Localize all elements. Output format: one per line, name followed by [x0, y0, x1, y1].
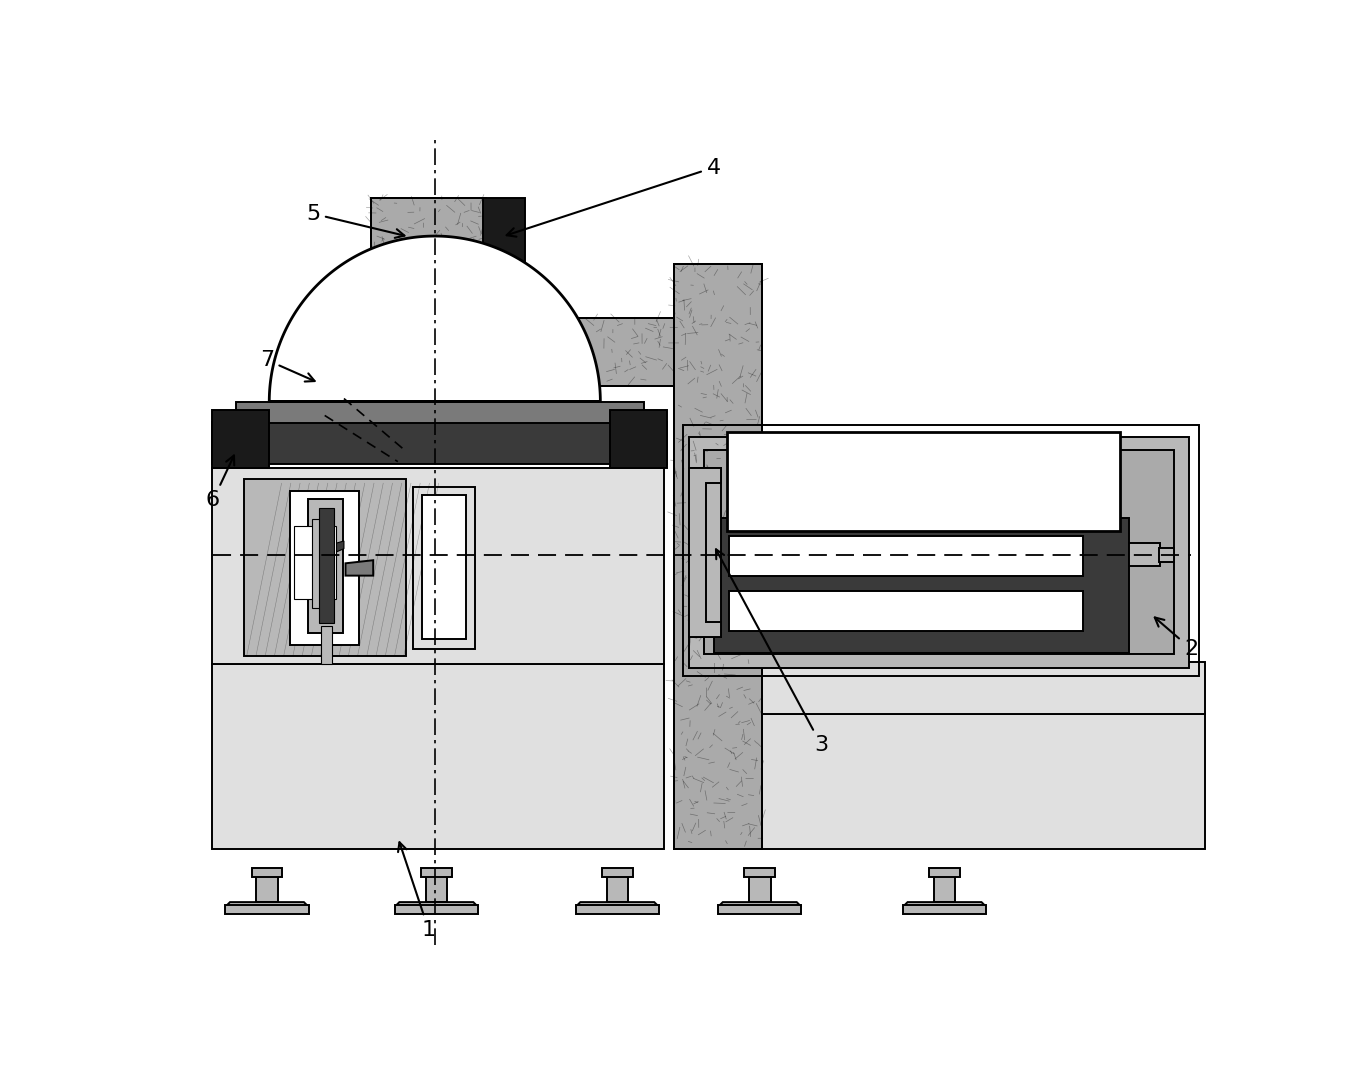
Polygon shape [576, 902, 658, 906]
Bar [606, 873, 628, 902]
Text: 7: 7 [260, 350, 315, 382]
Polygon shape [226, 902, 308, 906]
Text: 3: 3 [716, 549, 828, 755]
Bar [930, 868, 960, 877]
Polygon shape [904, 902, 986, 906]
Bar [713, 518, 1129, 653]
Polygon shape [719, 902, 801, 906]
Polygon shape [689, 468, 721, 638]
Text: 1: 1 [398, 842, 435, 940]
Bar [290, 491, 359, 645]
Bar [371, 198, 486, 333]
Bar [719, 905, 801, 914]
Bar [728, 591, 1083, 631]
Bar [252, 868, 282, 877]
Bar [211, 664, 664, 849]
Bar [319, 508, 334, 623]
Bar [244, 480, 405, 656]
Bar [235, 401, 645, 423]
Bar [256, 873, 278, 902]
Polygon shape [345, 560, 374, 576]
Bar [211, 422, 667, 463]
Bar [745, 868, 775, 877]
Text: 5: 5 [307, 203, 404, 238]
Bar [382, 319, 674, 386]
Bar [602, 868, 632, 877]
Bar [689, 437, 1190, 668]
Bar [689, 468, 721, 638]
Polygon shape [270, 236, 601, 401]
Bar [394, 905, 478, 914]
Bar [423, 495, 465, 639]
Bar [576, 905, 658, 914]
Bar [382, 319, 674, 386]
Bar [226, 905, 308, 914]
Bar [674, 662, 1205, 714]
Bar [211, 410, 270, 468]
Bar [704, 450, 1175, 654]
Bar [609, 410, 667, 468]
Bar [320, 626, 331, 664]
Bar [294, 526, 337, 598]
Polygon shape [394, 902, 478, 906]
Bar [420, 868, 452, 877]
Bar [749, 873, 771, 902]
Bar [674, 263, 763, 849]
Bar [674, 263, 763, 849]
Bar [308, 498, 344, 633]
Bar [728, 535, 1083, 576]
Polygon shape [382, 337, 487, 401]
Text: 2: 2 [1155, 618, 1198, 658]
Bar [312, 519, 333, 608]
Bar [934, 873, 956, 902]
Bar [674, 714, 1205, 849]
Bar [904, 905, 986, 914]
Text: 6: 6 [205, 456, 234, 510]
Polygon shape [318, 541, 344, 560]
Text: 4: 4 [507, 158, 720, 237]
Bar [1158, 548, 1175, 561]
Bar [482, 198, 524, 333]
Bar [727, 432, 1120, 531]
Bar [683, 425, 1199, 676]
Bar [413, 487, 475, 648]
Bar [426, 873, 448, 902]
Bar [211, 468, 664, 664]
Bar [371, 198, 486, 333]
Bar [482, 330, 524, 386]
Bar [1129, 543, 1160, 567]
